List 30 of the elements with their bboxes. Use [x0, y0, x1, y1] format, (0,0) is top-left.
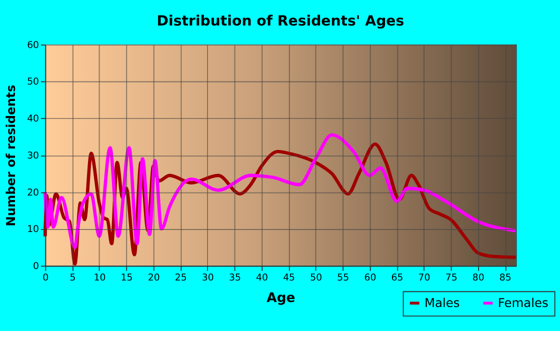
x-tick-label: 70	[418, 272, 430, 284]
y-tick-label: 0	[33, 261, 40, 272]
x-tick-label: 35	[228, 272, 241, 284]
x-tick-label: 55	[337, 272, 350, 284]
x-tick-label: 45	[283, 272, 296, 284]
legend-label: Females	[498, 296, 548, 310]
x-tick-label: 65	[391, 272, 404, 284]
x-axis-title: Age	[266, 290, 296, 306]
legend-label: Males	[424, 296, 460, 310]
x-tick-label: 0	[42, 272, 49, 284]
x-tick-label: 50	[310, 272, 322, 284]
y-tick-label: 30	[27, 150, 40, 162]
x-tick-label: 80	[472, 272, 484, 284]
x-tick-label: 60	[364, 272, 376, 284]
x-tick-label: 30	[202, 272, 214, 284]
y-tick-label: 10	[27, 224, 40, 236]
x-tick-label: 75	[445, 272, 458, 284]
chart-title: Distribution of Residents' Ages	[156, 14, 404, 30]
y-tick-label: 50	[27, 76, 40, 88]
x-tick-label: 15	[120, 272, 133, 284]
x-tick-label: 10	[94, 272, 106, 284]
x-tick-label: 40	[256, 272, 268, 284]
y-axis-title: Number of residents	[4, 84, 18, 226]
x-tick-label: 25	[174, 272, 187, 284]
x-tick-label: 20	[148, 272, 160, 284]
x-tick-label: 5	[70, 272, 76, 284]
y-tick-label: 60	[27, 40, 40, 51]
y-tick-label: 20	[27, 187, 40, 198]
y-tick-label: 40	[27, 114, 40, 125]
x-tick-label: 85	[499, 272, 512, 284]
